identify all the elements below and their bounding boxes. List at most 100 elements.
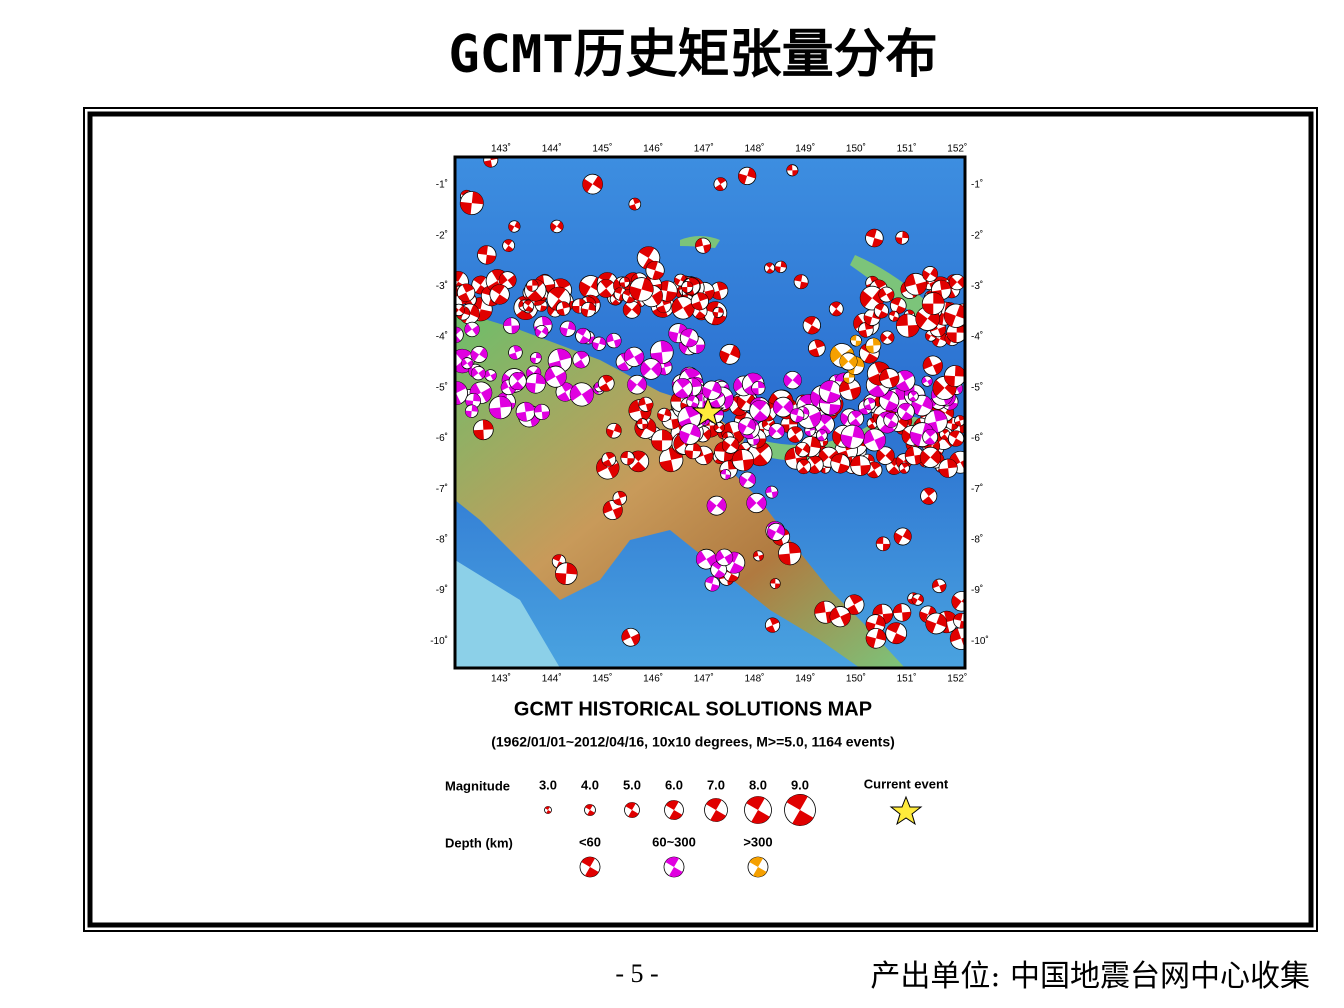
beachball: [489, 284, 510, 305]
beachball-quad: [585, 804, 595, 816]
lat-label: -6˚: [971, 432, 983, 444]
beachball-quad: [714, 177, 726, 191]
event-symbols: [455, 157, 965, 650]
beachball-quad: [638, 397, 653, 412]
beachball-quad: [550, 221, 564, 232]
beachball-quad: [570, 384, 594, 405]
beachball: [746, 492, 767, 514]
lon-label: 151˚: [897, 143, 917, 155]
beachball-quad: [606, 333, 622, 348]
beachball: [840, 424, 865, 449]
beachball-quad: [544, 806, 552, 814]
beachball-quad: [464, 323, 480, 336]
beachball-quad: [864, 398, 876, 410]
lon-label: 146˚: [643, 143, 663, 155]
beachball: [932, 578, 947, 594]
frame-inner: [87, 111, 1314, 928]
beachball-quad: [817, 429, 827, 441]
beachball-quad: [526, 279, 539, 292]
beachball-quad: [783, 373, 802, 387]
beachball-quad: [946, 322, 965, 343]
beachball-quad: [773, 399, 794, 415]
beachball-quad: [843, 371, 855, 384]
beachball-quad: [678, 406, 700, 430]
beachball: [721, 436, 740, 454]
beachball-quad: [765, 486, 778, 499]
beachball-quad: [596, 457, 620, 478]
beachball-quad: [461, 358, 473, 368]
beachball-quad: [831, 454, 850, 474]
beachball-quad: [620, 451, 635, 465]
beachball-quad: [863, 429, 886, 451]
beachball: [619, 276, 631, 288]
beachball-quad: [606, 423, 622, 438]
beachball: [569, 382, 594, 407]
lon-label: 147˚: [694, 143, 714, 155]
beachball: [663, 856, 685, 878]
beachball-quad: [931, 331, 948, 347]
beachball: [681, 280, 694, 294]
beachball-quad: [579, 277, 603, 297]
beachball-quad: [657, 408, 671, 422]
beachball: [774, 260, 787, 274]
beachball: [784, 794, 816, 826]
beachball: [624, 346, 645, 367]
beachball: [471, 365, 486, 381]
beachball-quad: [656, 297, 671, 313]
beachball-quad: [477, 245, 496, 265]
frame-outer: [83, 107, 1318, 932]
beachball-quad: [895, 231, 909, 245]
beachball-quad: [710, 282, 728, 300]
beachball: [684, 442, 702, 460]
beachball: [753, 550, 764, 562]
beachball-quad: [744, 373, 763, 395]
beachball-quad: [949, 452, 965, 472]
beachball-quad: [713, 307, 724, 318]
beachball: [921, 292, 945, 316]
beachball-quad: [770, 578, 781, 589]
beachball-quad: [623, 303, 641, 317]
beachball-quad: [646, 261, 664, 280]
beachball-quad: [501, 380, 516, 395]
beachball: [892, 603, 912, 622]
beachball-quad: [904, 273, 927, 295]
lon-label: 150˚: [846, 143, 866, 155]
beachball-quad: [790, 408, 804, 423]
beachball: [464, 404, 479, 418]
beachball-quad: [949, 276, 965, 288]
beachball-quad: [576, 328, 590, 344]
beachball-quad: [849, 410, 863, 427]
beachball-quad: [456, 306, 470, 320]
beachball-quad: [944, 304, 965, 327]
beachball: [922, 355, 943, 376]
beachball-quad: [949, 430, 963, 447]
beachball-quad: [839, 379, 861, 400]
beachball: [764, 617, 781, 633]
beachball: [572, 350, 590, 369]
beachball: [679, 328, 699, 348]
beachball-quad: [944, 365, 965, 387]
lat-label: -10˚: [430, 635, 448, 647]
lat-label: -8˚: [971, 534, 983, 546]
beachball: [731, 449, 755, 472]
beachball: [954, 415, 965, 427]
beachball-quad: [922, 267, 938, 281]
beachball-quad: [912, 594, 924, 605]
beachball: [579, 856, 601, 878]
beachball-quad: [714, 441, 735, 462]
beachball-quad: [525, 373, 546, 394]
beachball-quad: [651, 429, 673, 451]
beachball: [464, 321, 480, 338]
beachball: [503, 317, 520, 335]
beachball-quad: [659, 448, 683, 472]
lat-label: -4˚: [436, 331, 448, 343]
beachball-quad: [671, 298, 695, 318]
beachball: [865, 628, 887, 649]
beachball: [895, 313, 920, 338]
beachball-quad: [860, 288, 885, 308]
beachball: [544, 365, 567, 388]
lat-label: -1˚: [436, 179, 448, 191]
legend-depth-label: Depth (km): [445, 835, 513, 850]
beachball: [461, 357, 474, 370]
beachball-quad: [707, 498, 727, 514]
